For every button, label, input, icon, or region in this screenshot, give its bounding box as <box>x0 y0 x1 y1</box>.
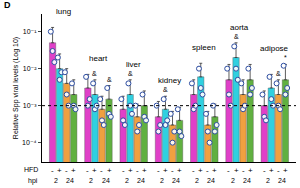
svg-text:24: 24 <box>66 177 74 184</box>
svg-text:D: D <box>4 0 11 10</box>
svg-text:24: 24 <box>243 177 251 184</box>
svg-text:&: & <box>276 70 281 77</box>
svg-text:2: 2 <box>89 177 93 184</box>
svg-text:2: 2 <box>231 177 235 184</box>
svg-text:+: + <box>269 166 274 175</box>
svg-text:2: 2 <box>160 177 164 184</box>
svg-text:hpi: hpi <box>28 177 38 185</box>
svg-text:-: - <box>171 166 174 175</box>
svg-text:*: * <box>284 54 287 61</box>
svg-text:+: + <box>92 166 97 175</box>
svg-text:+: + <box>71 166 76 175</box>
svg-text:+: + <box>142 166 147 175</box>
svg-text:10⁻²: 10⁻² <box>23 65 37 72</box>
svg-text:+: + <box>107 166 112 175</box>
svg-text:2: 2 <box>266 177 270 184</box>
svg-text:-: - <box>263 166 266 175</box>
svg-text:24: 24 <box>207 177 215 184</box>
svg-text:-: - <box>227 166 230 175</box>
svg-text:24: 24 <box>137 177 145 184</box>
svg-text:heart: heart <box>89 54 108 63</box>
svg-text:kidney: kidney <box>158 76 181 85</box>
svg-text:24: 24 <box>102 177 110 184</box>
svg-text:&: & <box>163 86 168 93</box>
svg-text:+: + <box>283 166 288 175</box>
svg-text:-: - <box>242 166 245 175</box>
svg-text:-: - <box>100 166 103 175</box>
svg-text:aorta: aorta <box>230 23 249 32</box>
svg-text:HFD: HFD <box>24 166 38 173</box>
svg-text:-: - <box>136 166 139 175</box>
svg-text:-: - <box>51 166 54 175</box>
svg-text:10⁻¹: 10⁻¹ <box>23 28 37 35</box>
svg-text:-: - <box>277 166 280 175</box>
svg-text:&: & <box>107 76 112 83</box>
svg-text:liver: liver <box>126 60 141 69</box>
svg-text:Relative Spp viral levels (Log: Relative Spp viral levels (Log 10) <box>12 37 20 139</box>
svg-text:-: - <box>192 166 195 175</box>
svg-text:-: - <box>65 166 68 175</box>
svg-text:-: - <box>157 166 160 175</box>
svg-text:&: & <box>128 70 133 77</box>
svg-text:+: + <box>198 166 203 175</box>
svg-text:+: + <box>212 166 217 175</box>
svg-text:spleen: spleen <box>192 43 216 52</box>
svg-text:2: 2 <box>125 177 129 184</box>
svg-text:+: + <box>57 166 62 175</box>
svg-text:2: 2 <box>54 177 58 184</box>
svg-text:+: + <box>248 166 253 175</box>
svg-text:2: 2 <box>195 177 199 184</box>
svg-text:10⁻³: 10⁻³ <box>23 102 37 109</box>
svg-text:+: + <box>177 166 182 175</box>
svg-text:10⁻⁴: 10⁻⁴ <box>22 139 37 146</box>
svg-text:-: - <box>122 166 125 175</box>
svg-text:-: - <box>86 166 89 175</box>
svg-text:24: 24 <box>172 177 180 184</box>
svg-text:&: & <box>92 70 97 77</box>
svg-text:adipose: adipose <box>260 44 289 53</box>
svg-text:-: - <box>206 166 209 175</box>
svg-text:&: & <box>234 33 239 40</box>
svg-text:lung: lung <box>56 7 71 16</box>
svg-text:24: 24 <box>278 177 286 184</box>
svg-text:+: + <box>234 166 239 175</box>
svg-text:+: + <box>163 166 168 175</box>
svg-text:+: + <box>128 166 133 175</box>
